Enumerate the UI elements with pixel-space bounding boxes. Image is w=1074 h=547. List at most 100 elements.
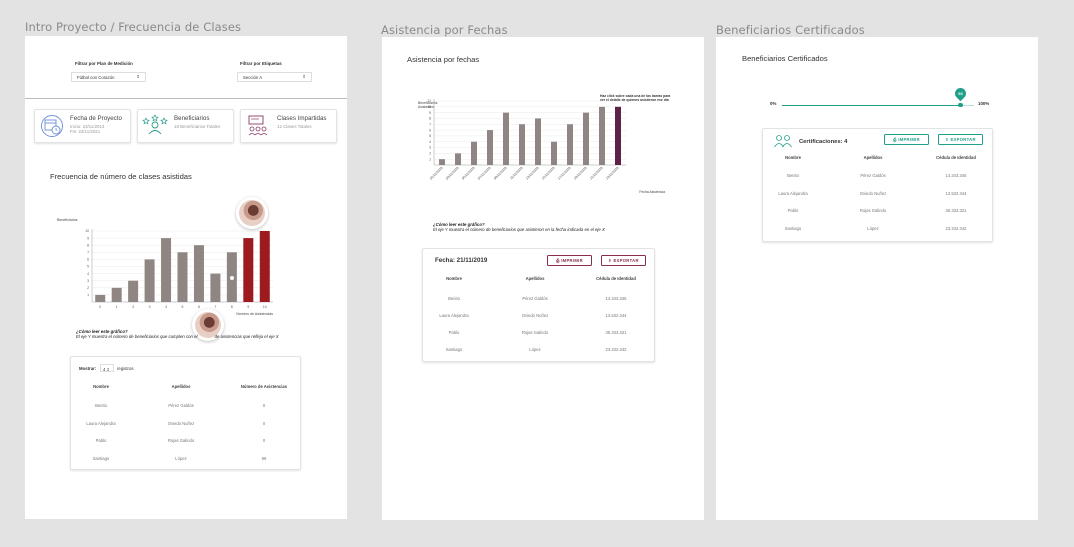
column-header[interactable]: Nombre	[785, 155, 801, 160]
bar[interactable]	[455, 153, 461, 165]
table-cell: Oviedo Nuñez	[859, 190, 887, 196]
export-label: EXPORTAR	[613, 258, 639, 263]
attendance-table-card: Mostrar: 4 ⇕ registros Nombre Apellidos …	[70, 356, 301, 470]
column-header[interactable]: Apellidos	[171, 384, 191, 389]
records-per-page-value: 4	[103, 366, 106, 372]
bar[interactable]	[615, 106, 621, 165]
bar[interactable]	[243, 238, 254, 302]
column-header[interactable]: Cédula de Identidad	[596, 276, 636, 281]
column-header[interactable]: Apellidos	[863, 155, 883, 160]
frame-title-intro: Intro Proyecto / Frecuencia de Clases	[25, 20, 242, 34]
table-cell: 0	[262, 438, 266, 443]
x-tick-label: 07/11/2019	[477, 166, 492, 181]
attendance-frequency-chart: Beneficiarios Número de Asistencias 1 2 3 4…	[57, 218, 273, 316]
card-title: Beneficiarios	[174, 115, 210, 122]
progress-handle[interactable]	[958, 102, 963, 108]
column-header[interactable]: Nombre	[93, 384, 109, 389]
filter-plan-select[interactable]: Fútbol con Corazón ⇕	[71, 72, 146, 82]
x-tick-label: 10	[263, 305, 267, 309]
y-tick-label: 1	[429, 157, 431, 161]
y-tick-label: 1	[87, 293, 89, 297]
column-header[interactable]: Apellidos	[525, 276, 545, 281]
table-cell: Rojas Galindo	[859, 208, 887, 213]
column-header[interactable]: Cédula de Identidad	[936, 155, 976, 160]
calendar-clock-icon	[41, 115, 63, 137]
bar[interactable]	[111, 287, 122, 302]
people-stars-icon	[142, 114, 168, 135]
certified-table-card: Certificaciones: 4 ⎙ IMPRIMIR ⇪ EXPORTAR…	[762, 128, 993, 242]
x-tick-label: 6	[198, 305, 200, 309]
bar[interactable]	[259, 231, 270, 302]
filter-plan-label: Filtrar por Plan de Medición	[75, 61, 133, 66]
records-per-page-select[interactable]: 4 ⇕	[100, 364, 114, 372]
table-cell: Santiago	[92, 455, 110, 461]
progress-fill	[782, 104, 961, 106]
frame-beneficiarios-certificados: Beneficiarios Certificados 0% 100% 93 Ce…	[716, 37, 1038, 520]
x-tick-label: 05/11/2019	[461, 166, 476, 181]
filter-tags-value: Sección A	[243, 75, 263, 80]
bar[interactable]	[161, 238, 172, 302]
note-text: El eje Y muestra el número de beneficiar…	[433, 227, 605, 233]
y-axis-label: Beneficiarios	[57, 218, 78, 222]
bar[interactable]	[599, 106, 605, 165]
filter-plan-value: Fútbol con Corazón	[77, 75, 115, 80]
bar[interactable]	[193, 245, 204, 302]
table-cell: 13.532.344	[945, 190, 967, 196]
user-avatar[interactable]	[192, 309, 224, 341]
certifications-count: Certificaciones: 4	[799, 139, 848, 145]
x-tick-label: 1	[116, 305, 118, 309]
x-tick-label: 23/11/2019	[605, 166, 620, 181]
table-cell: Oviedo Nuñez	[167, 420, 195, 426]
bar[interactable]	[551, 141, 557, 165]
bar[interactable]	[177, 252, 188, 302]
frame-intro-proyecto: Filtrar por Plan de Medición Fútbol con …	[25, 36, 347, 519]
x-tick-label: 0	[99, 305, 101, 309]
table-cell: Laura Alejandra	[778, 190, 808, 196]
note-title: ¿Cómo leer este gráfico?	[433, 222, 485, 227]
y-tick-label: 7	[87, 251, 89, 255]
select-arrows-icon: ⇕	[136, 74, 140, 79]
chart-help-note: ¿Cómo leer este gráfico? El eje Y muestr…	[76, 329, 306, 340]
bar[interactable]	[210, 273, 221, 302]
print-label: IMPRIMIR	[561, 258, 583, 263]
column-header[interactable]: Nombre	[446, 276, 462, 281]
y-tick-label: 11	[427, 99, 431, 103]
bar[interactable]	[503, 112, 509, 165]
frame-asistencia-fechas: Asistencia por fechas Beneficiarios Asist…	[382, 37, 704, 520]
table-cell: Oviedo Nuñez	[521, 313, 549, 318]
bar[interactable]	[144, 259, 155, 302]
table-cell: Pablo	[787, 208, 799, 213]
bar[interactable]	[128, 280, 139, 302]
bar[interactable]	[95, 294, 106, 302]
bar[interactable]	[471, 141, 477, 165]
print-button[interactable]: ⎙ IMPRIMIR	[547, 255, 592, 266]
bar[interactable]	[439, 159, 445, 165]
table-cell: 14.343.345	[945, 173, 967, 178]
print-label: IMPRIMIR	[898, 137, 920, 142]
frame-title-certificados: Beneficiarios Certificados	[716, 23, 865, 37]
y-tick-label: 8	[87, 243, 89, 247]
table-cell: Rojas Galindo	[167, 438, 195, 443]
x-tick-label: 8	[231, 305, 233, 309]
y-tick-label: 4	[429, 140, 431, 144]
bar[interactable]	[519, 124, 525, 165]
printer-icon: ⎙	[556, 258, 560, 263]
bar[interactable]	[487, 130, 493, 165]
x-axis-label: Número de Asistencias	[236, 312, 273, 316]
note-text: El eje Y muestra el número de beneficiar…	[76, 334, 198, 340]
table-cell: Benito	[787, 173, 799, 178]
export-button[interactable]: ⇪ EXPORTAR	[601, 255, 646, 266]
table-cell: Benito	[448, 296, 460, 301]
bar[interactable]	[583, 112, 589, 165]
column-header[interactable]: Número de Asistencias	[240, 384, 288, 389]
beneficiaries-card: Beneficiarios 18 Beneficiarios Totales	[137, 109, 234, 143]
user-avatar[interactable]	[236, 197, 268, 229]
print-button[interactable]: ⎙ IMPRIMIR	[884, 134, 929, 145]
x-tick-label: 01/11/2019	[429, 166, 444, 181]
bar[interactable]	[535, 118, 541, 165]
filter-tags-select[interactable]: Sección A ⇕	[237, 72, 312, 82]
y-tick-label: 2	[87, 286, 89, 290]
card-total-beneficiaries: 18 Beneficiarios Totales	[174, 124, 221, 129]
bar[interactable]	[567, 124, 573, 165]
export-button[interactable]: ⇪ EXPORTAR	[938, 134, 983, 145]
